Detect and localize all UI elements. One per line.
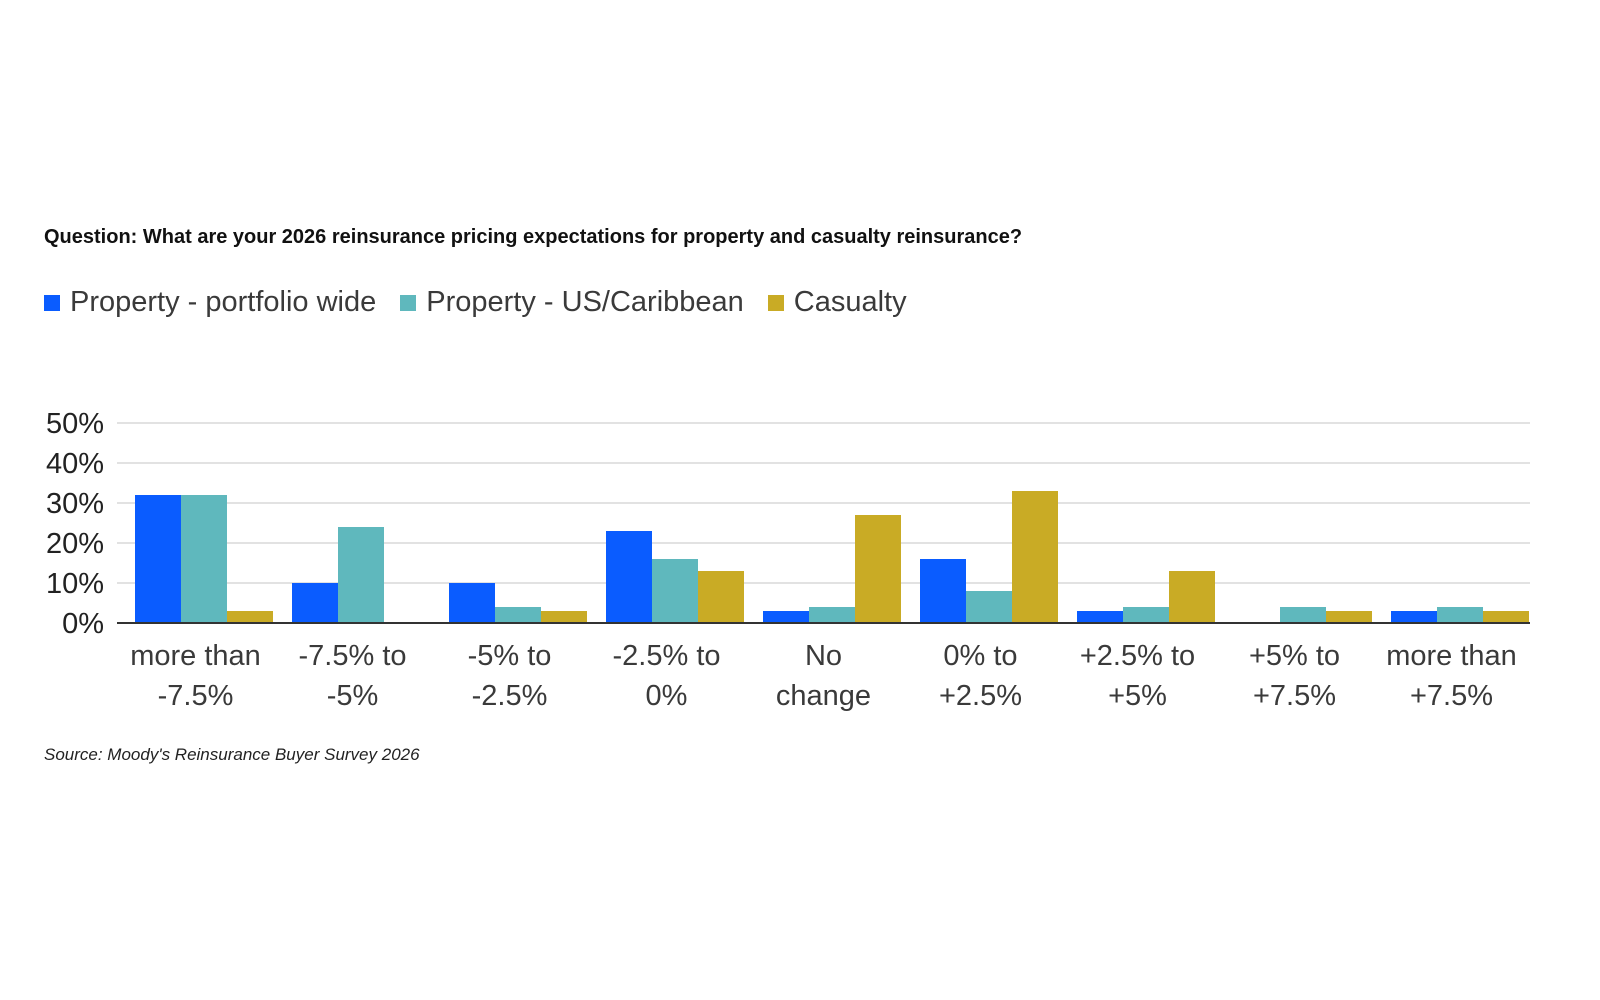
x-tick-label: -5% to -2.5% [468, 640, 552, 712]
bar [606, 531, 652, 623]
x-tick-label: -2.5% to 0% [613, 640, 721, 712]
legend-item-property-us-caribbean: Property - US/Caribbean [400, 286, 744, 319]
bar [449, 583, 495, 623]
bar [698, 571, 744, 623]
legend-item-property-portfolio: Property - portfolio wide [44, 286, 376, 319]
bar [227, 611, 273, 623]
x-tick-label: 0% to +2.5% [939, 640, 1022, 712]
bar [495, 607, 541, 623]
bar [920, 559, 966, 623]
y-tick-label: 0% [62, 608, 104, 640]
bar [135, 495, 181, 623]
bar [966, 591, 1012, 623]
bar [338, 527, 384, 623]
bar [1123, 607, 1169, 623]
y-tick-label: 30% [46, 488, 104, 520]
legend-label-casualty: Casualty [793, 286, 907, 318]
bar [181, 495, 227, 623]
x-tick-label: more than -7.5% [130, 640, 261, 712]
chart-question: Question: What are your 2026 reinsurance… [44, 226, 1023, 248]
x-tick-label: +5% to +7.5% [1249, 640, 1340, 712]
bar [809, 607, 855, 623]
bar [1483, 611, 1529, 623]
legend-label-property-portfolio: Property - portfolio wide [70, 286, 377, 318]
bar [292, 583, 338, 623]
bar [1280, 607, 1326, 623]
bar [1077, 611, 1123, 623]
legend-swatch-property-us-caribbean [400, 294, 417, 311]
x-tick-label: more than +7.5% [1386, 640, 1517, 712]
x-tick-label: -7.5% to -5% [299, 640, 407, 712]
y-tick-label: 20% [46, 528, 104, 560]
x-tick-label: No change [776, 640, 871, 712]
bar [1437, 607, 1483, 623]
legend-swatch-property-portfolio [44, 294, 60, 311]
chart-legend: Property - portfolio wide Property - US/… [44, 286, 931, 319]
bar [652, 559, 698, 623]
bar [1391, 611, 1437, 623]
legend-label-property-us-caribbean: Property - US/Caribbean [426, 286, 744, 318]
y-tick-label: 40% [46, 448, 104, 480]
legend-swatch-casualty [767, 294, 784, 311]
bar [763, 611, 809, 623]
bar [541, 611, 587, 623]
y-tick-label: 50% [46, 408, 104, 440]
y-tick-label: 10% [46, 568, 104, 600]
bar [1326, 611, 1372, 623]
x-tick-label: +2.5% to +5% [1080, 640, 1195, 712]
bar [855, 515, 901, 623]
bar [1169, 571, 1215, 623]
chart-source: Source: Moody's Reinsurance Buyer Survey… [44, 745, 420, 764]
legend-item-casualty: Casualty [767, 286, 907, 319]
bar [1012, 491, 1058, 623]
